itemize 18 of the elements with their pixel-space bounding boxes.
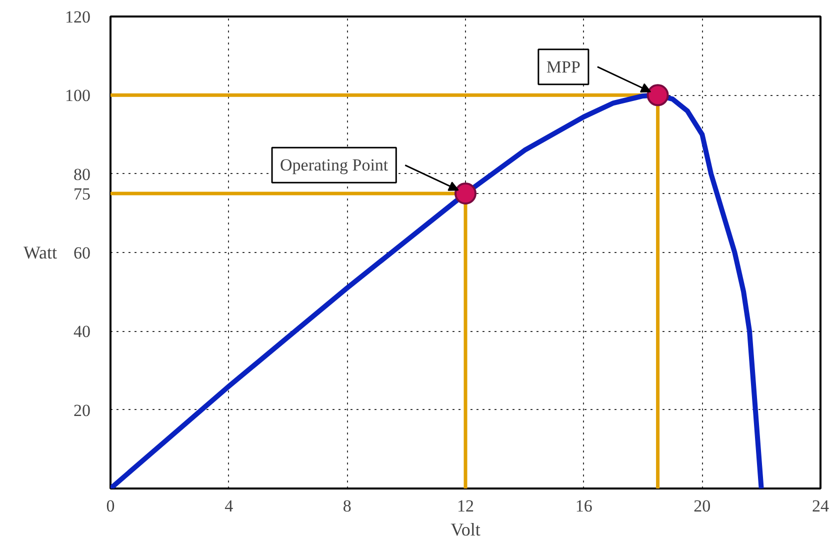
y-axis-title: Watt [23,242,58,262]
x-axis-title: Volt [450,520,480,540]
x-tick-label: 12 [457,496,474,516]
x-tick-label: 16 [575,496,592,516]
y-tick-label: 60 [74,244,90,262]
y-tick-label: 20 [74,400,90,420]
y-tick-label: 100 [65,86,90,106]
y-tick-label: 75 [74,184,90,204]
x-tick-label: 20 [694,496,711,516]
y-tick-label: 40 [74,322,90,342]
x-tick-label: 4 [224,496,234,516]
annotation: MPP [546,57,580,76]
x-tick-label: 8 [342,496,352,516]
x-tick-label: 0 [106,496,115,516]
y-tick-label: 80 [74,164,90,184]
annotation: Operating Point [280,156,388,175]
y-tick-label: 120 [65,8,90,26]
x-tick-label: 24 [812,496,830,516]
